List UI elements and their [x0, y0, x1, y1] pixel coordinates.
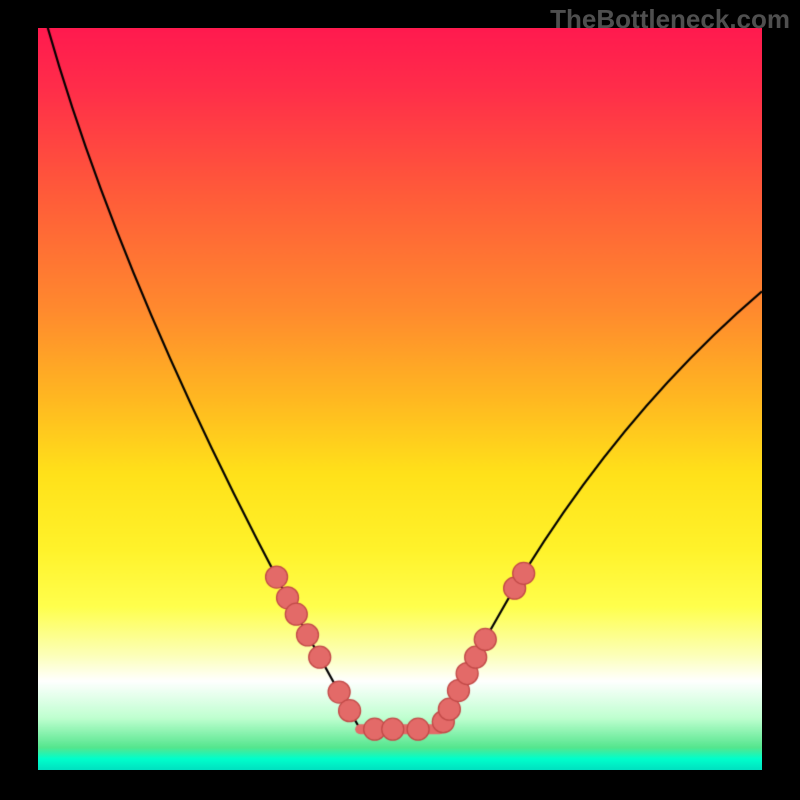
watermark-text: TheBottleneck.com: [550, 4, 790, 35]
stage: TheBottleneck.com: [0, 0, 800, 800]
bottleneck-curve: [38, 28, 762, 770]
plot-area: [38, 28, 762, 770]
